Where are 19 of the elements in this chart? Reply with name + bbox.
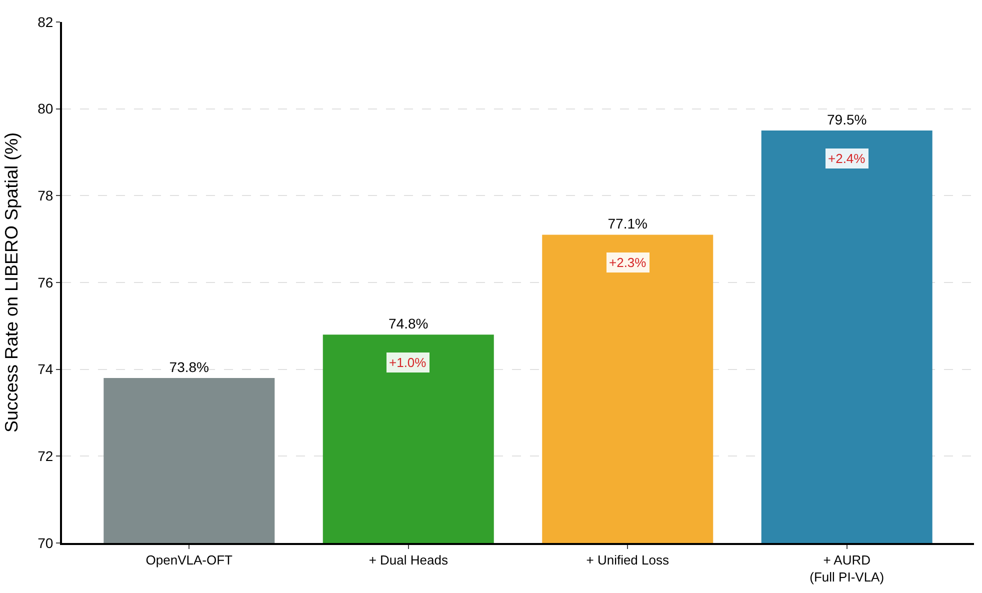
x-tick-label: + Unified Loss [586,552,670,568]
annotation: +2.3% [609,255,647,270]
y-tick-label: 72 [38,448,54,464]
y-axis-title: Success Rate on LIBERO Spatial (%) [1,132,22,433]
x-tick-label: OpenVLA-OFT [146,552,233,568]
y-tick-label: 80 [38,100,54,117]
x-tick-label: + Dual Heads [368,552,448,568]
annotation: +2.4% [828,151,866,166]
y-tick-label: 76 [38,274,54,290]
annotation: +1.0% [389,355,427,370]
y-tick-label: 78 [38,188,54,204]
data-label: 77.1% [608,216,648,232]
data-label: 79.5% [827,112,867,128]
y-tick-label: 82 [38,14,54,30]
y-tick-label: 70 [38,534,54,551]
y-tick-label: 74 [38,361,54,378]
x-tick-label: + AURD (Full PI-VLA) [810,552,884,584]
data-label: 73.8% [169,359,209,376]
data-label: 74.8% [388,316,428,332]
